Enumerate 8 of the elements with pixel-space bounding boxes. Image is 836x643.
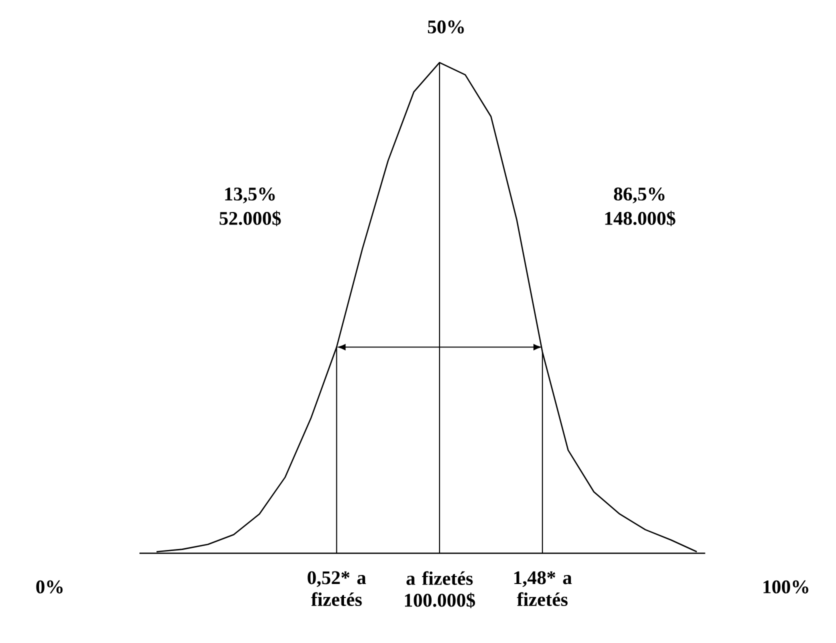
text: 0% <box>36 580 63 594</box>
text: 50% <box>428 20 464 34</box>
text: 100% <box>764 580 808 594</box>
annotation: 86,5% 148.000$ <box>605 188 676 226</box>
x-tick-label: 1,48* a fizetés <box>514 571 572 606</box>
x-tick-label: a fizetés 100.000$ <box>404 571 476 608</box>
annotation: 13,5% 52.000$ <box>220 188 281 226</box>
x-tick-label: 0,52* a fizetés <box>308 571 366 606</box>
